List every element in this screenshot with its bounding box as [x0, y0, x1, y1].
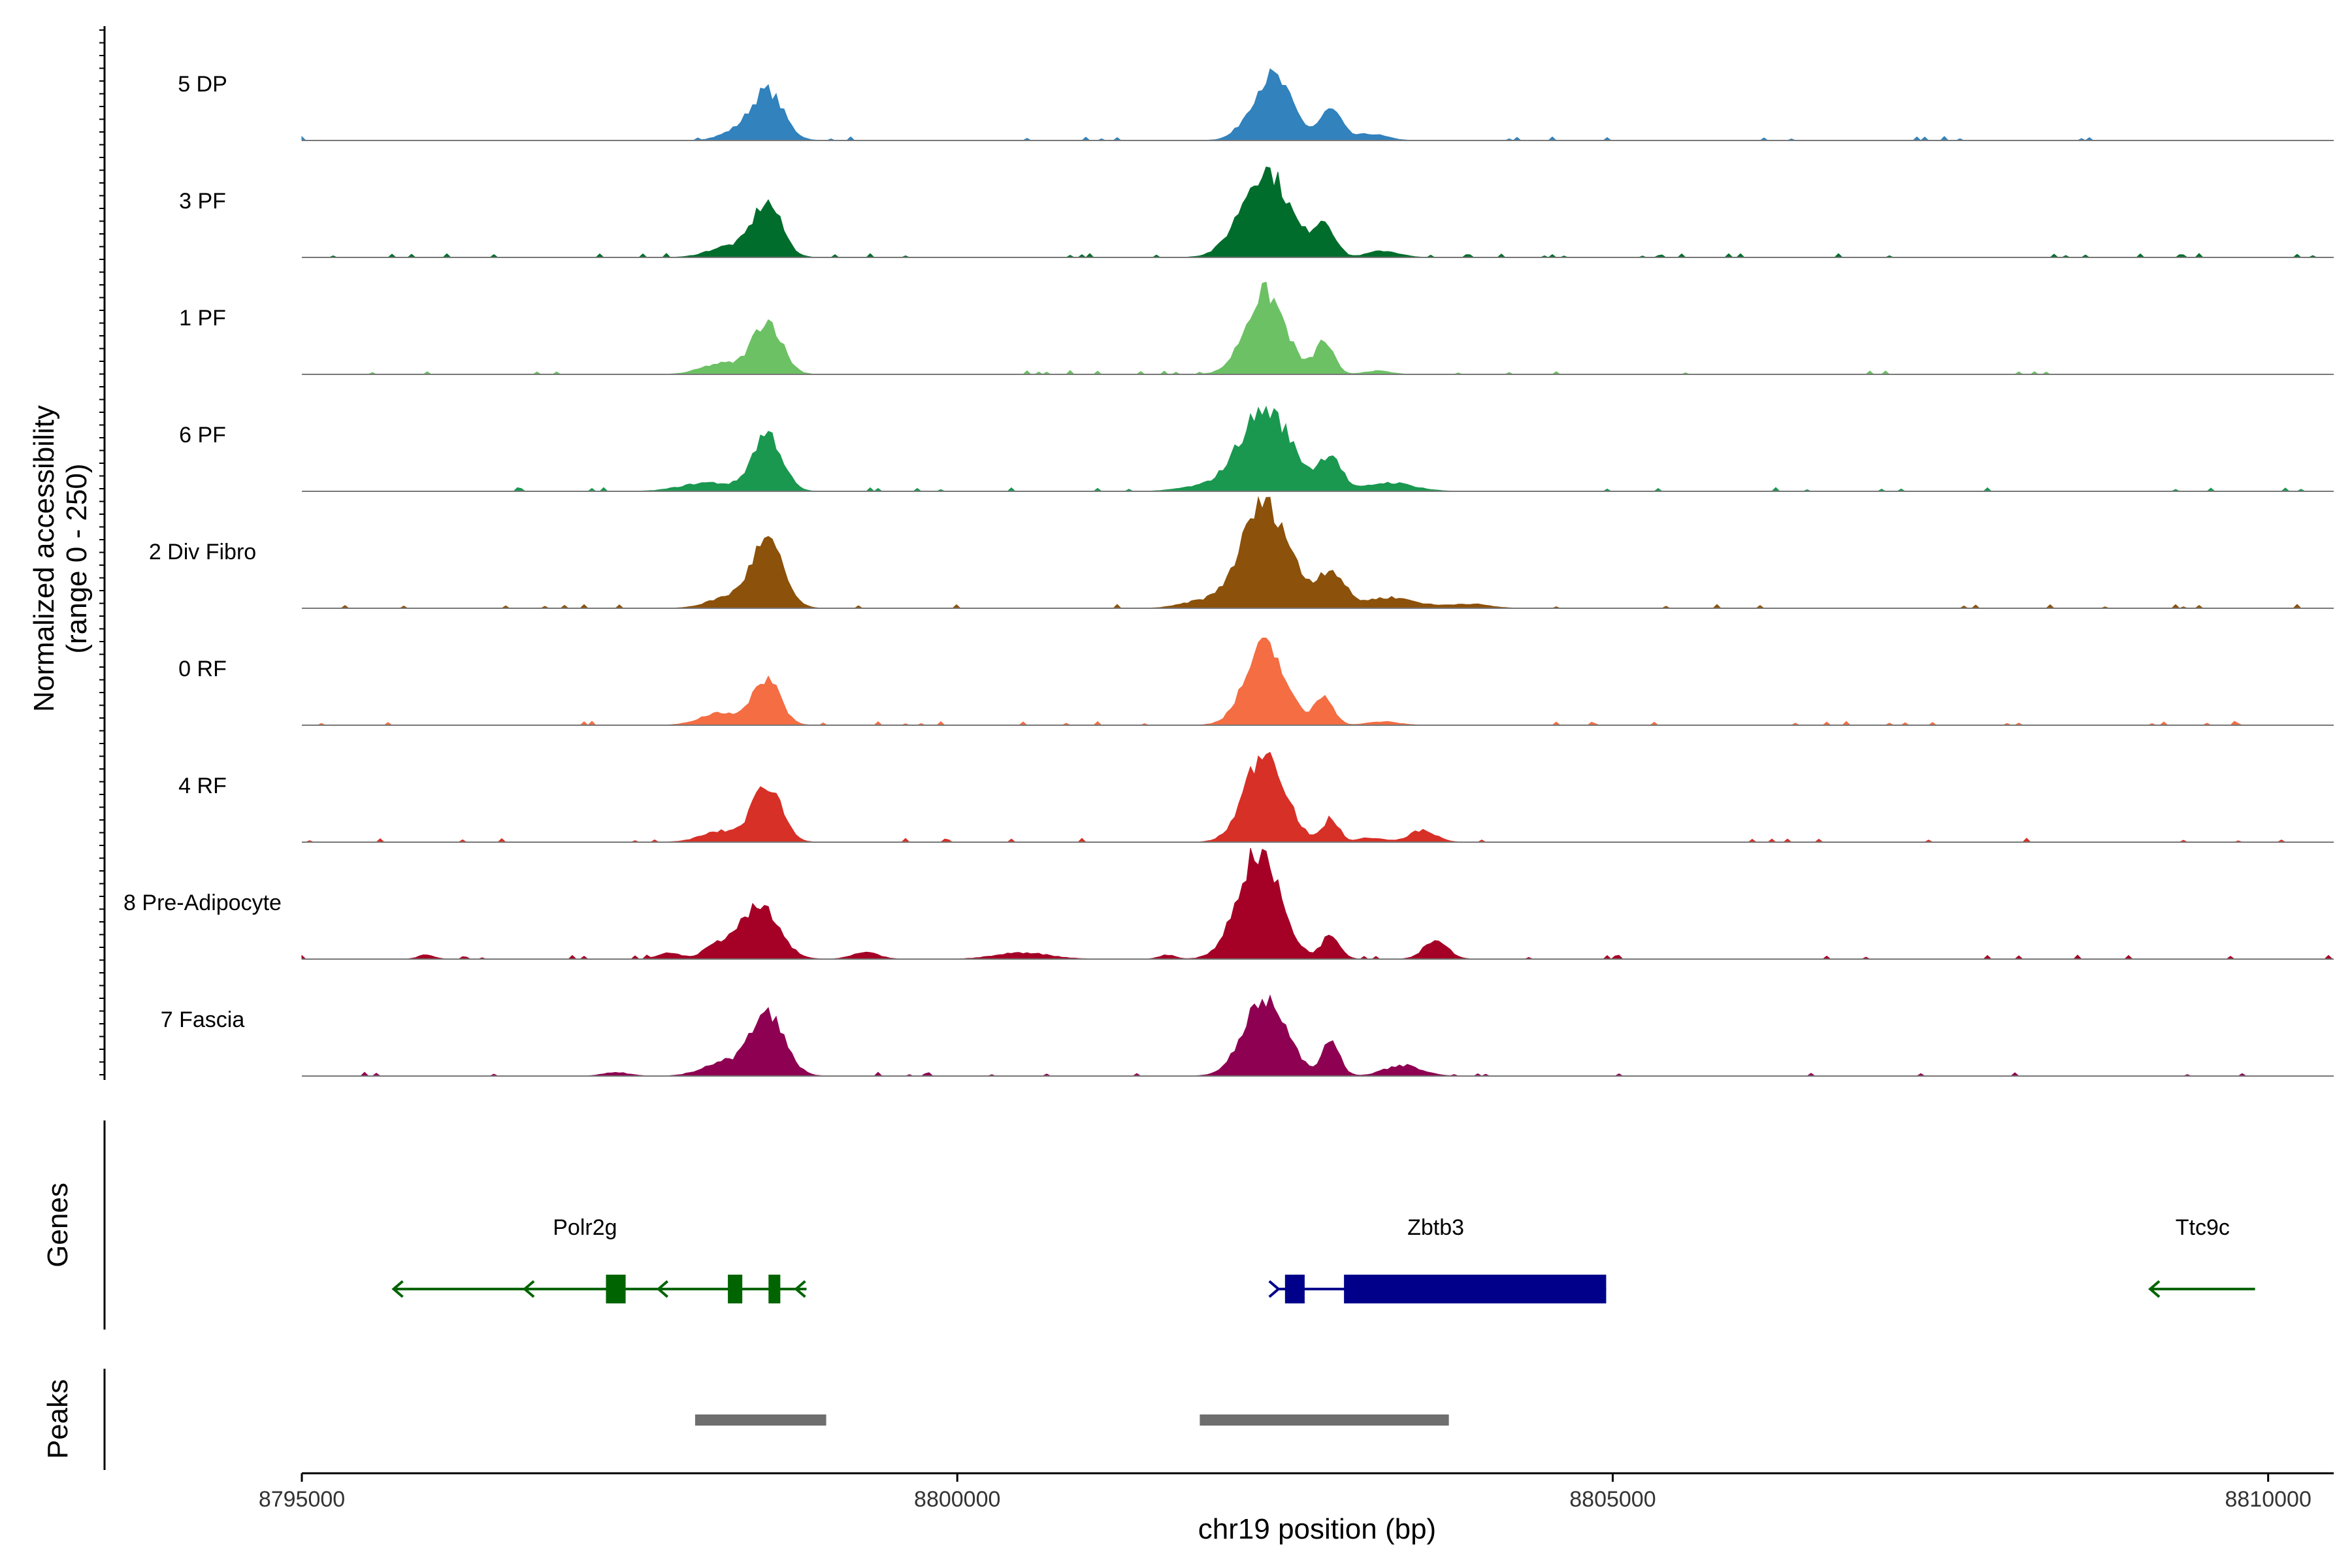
coverage-area	[302, 282, 2334, 375]
coverage-left-axis	[99, 26, 106, 1080]
gene-exon	[728, 1275, 743, 1303]
coverage-area	[302, 166, 2334, 258]
strand-arrow	[391, 1280, 404, 1298]
y-axis-title: Normalized accessibility (range 0 - 250)	[28, 405, 93, 711]
strand-arrow	[523, 1280, 535, 1298]
coverage-track: 4 RF	[178, 751, 2334, 843]
track-label: 1 PF	[179, 306, 226, 331]
strand-arrow	[656, 1280, 669, 1298]
track-label: 4 RF	[178, 774, 227, 798]
coverage-track: 1 PF	[179, 282, 2334, 375]
coverage-track: 7 Fascia	[161, 994, 2334, 1077]
track-label: 5 DP	[178, 72, 227, 97]
peak-region-bar	[694, 1414, 826, 1426]
coverage-tracks: 5 DP 3 PF 1 PF 6 PF 2 Div Fibro 0 RF 4 RF 8 Pre…	[123, 68, 2334, 1077]
coverage-track: 5 DP	[178, 68, 2334, 141]
track-label: 8 Pre-Adipocyte	[123, 890, 282, 915]
strand-arrow	[2148, 1280, 2161, 1298]
peaks-track-title: Peaks	[42, 1379, 74, 1459]
coverage-track: 3 PF	[179, 166, 2334, 258]
x-axis: 8795000 8800000 8805000 8810000	[259, 1472, 2334, 1512]
coverage-area	[301, 847, 2334, 960]
coverage-area	[302, 751, 2334, 843]
track-label: 2 Div Fibro	[149, 540, 256, 564]
x-axis-tick-label: 8800000	[914, 1487, 1000, 1512]
x-axis-tick-label: 8805000	[1569, 1487, 1656, 1512]
peak-regions	[694, 1414, 1449, 1426]
coverage-area	[302, 638, 2334, 726]
coverage-area	[301, 68, 2334, 141]
gene-exon	[1284, 1275, 1305, 1303]
gene-model: Zbtb3	[1268, 1215, 1607, 1303]
peak-region-bar	[1200, 1414, 1449, 1426]
coverage-track: 6 PF	[179, 405, 2334, 492]
genes-track: Genes Polr2g Zbtb3 Ttc9c	[42, 1120, 2255, 1330]
gene-exon	[768, 1275, 781, 1303]
y-axis-title-line2: (range 0 - 250)	[61, 463, 93, 653]
x-axis-title: chr19 position (bp)	[1198, 1513, 1436, 1545]
track-label: 7 Fascia	[161, 1007, 245, 1032]
gene-exon	[1344, 1275, 1607, 1303]
track-label: 0 RF	[178, 657, 227, 681]
x-axis-tick-label: 8795000	[259, 1487, 345, 1512]
coverage-area	[302, 405, 2334, 492]
gene-models: Polr2g Zbtb3 Ttc9c	[391, 1215, 2255, 1303]
gene-model: Polr2g	[391, 1215, 807, 1303]
gene-model: Ttc9c	[2148, 1215, 2255, 1298]
strand-arrow	[794, 1280, 806, 1298]
coverage-track: 0 RF	[178, 638, 2334, 726]
strand-arrow	[1268, 1280, 1281, 1298]
gene-label: Polr2g	[553, 1215, 617, 1240]
track-label: 3 PF	[179, 189, 226, 214]
peaks-track: Peaks	[42, 1369, 1449, 1470]
gene-label: Zbtb3	[1407, 1215, 1464, 1240]
gene-label: Ttc9c	[2176, 1215, 2230, 1240]
genes-track-title: Genes	[42, 1183, 74, 1267]
gene-exon	[606, 1275, 626, 1303]
track-label: 6 PF	[179, 423, 226, 448]
coverage-area	[302, 496, 2334, 609]
y-axis-title-line1: Normalized accessibility	[28, 405, 60, 711]
coverage-track: 2 Div Fibro	[149, 496, 2334, 609]
coverage-track: 8 Pre-Adipocyte	[123, 847, 2334, 960]
x-axis-tick-label: 8810000	[2225, 1487, 2311, 1512]
coverage-area	[302, 994, 2334, 1077]
